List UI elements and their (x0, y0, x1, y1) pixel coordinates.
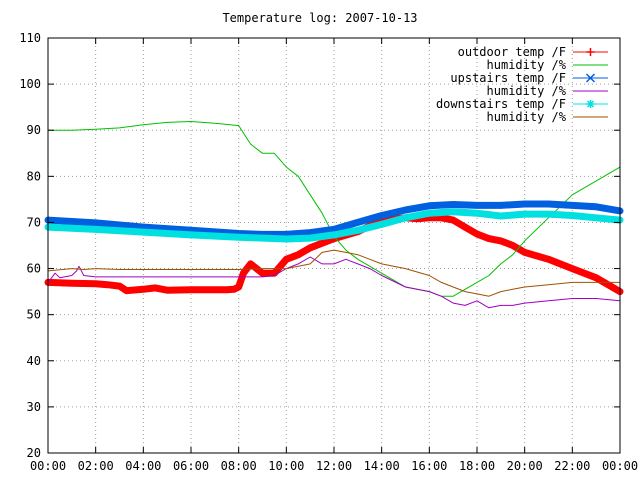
x-tick-label: 10:00 (268, 459, 304, 473)
series-line-6 (47, 249, 621, 297)
y-tick-label: 80 (27, 169, 41, 183)
legend-entry-6: humidity /% (487, 110, 608, 124)
y-tick-label: 20 (27, 446, 41, 460)
series-line-5 (44, 208, 624, 243)
legend-entry-3: upstairs temp /F (450, 71, 608, 85)
x-tick-label: 00:00 (602, 459, 638, 473)
series-line-1 (44, 214, 624, 296)
x-tick-label: 04:00 (125, 459, 161, 473)
plot-series (44, 121, 624, 309)
y-tick-label: 90 (27, 123, 41, 137)
grid-lines (48, 38, 620, 453)
x-tick-label: 16:00 (411, 459, 447, 473)
legend-label: humidity /% (487, 110, 567, 124)
x-tick-label: 18:00 (459, 459, 495, 473)
legend-label: downstairs temp /F (436, 97, 566, 111)
y-tick-label: 100 (19, 77, 41, 91)
series-line-4 (47, 256, 621, 309)
y-tick-label: 60 (27, 262, 41, 276)
legend-marker-cross (585, 73, 596, 83)
series-line-3 (44, 200, 624, 238)
x-tick-label: 06:00 (173, 459, 209, 473)
x-tick-label: 08:00 (221, 459, 257, 473)
legend-label: outdoor temp /F (458, 45, 566, 59)
x-tick-label: 12:00 (316, 459, 352, 473)
legend-entry-5: downstairs temp /F (436, 97, 608, 111)
x-tick-label: 20:00 (507, 459, 543, 473)
y-tick-label: 70 (27, 215, 41, 229)
y-tick-label: 50 (27, 308, 41, 322)
legend-marker-star (586, 100, 595, 108)
x-tick-label: 02:00 (78, 459, 114, 473)
legend-entry-1: outdoor temp /F (458, 45, 608, 59)
legend-label: humidity /% (487, 84, 567, 98)
legend-label: humidity /% (487, 58, 567, 72)
legend-entry-4: humidity /% (487, 84, 608, 98)
x-tick-label: 00:00 (30, 459, 66, 473)
chart-title: Temperature log: 2007-10-13 (222, 11, 417, 25)
legend-entry-2: humidity /% (487, 58, 608, 72)
x-tick-label: 14:00 (364, 459, 400, 473)
y-tick-label: 40 (27, 354, 41, 368)
series-line-2 (47, 121, 621, 297)
axis-ticks: 20 30 40 50 60 70 80 90 100 110 00:00 02:00 04:00 06:… (19, 31, 638, 473)
y-tick-label: 30 (27, 400, 41, 414)
legend-label: upstairs temp /F (450, 71, 566, 85)
x-tick-label: 22:00 (554, 459, 590, 473)
y-tick-label: 110 (19, 31, 41, 45)
